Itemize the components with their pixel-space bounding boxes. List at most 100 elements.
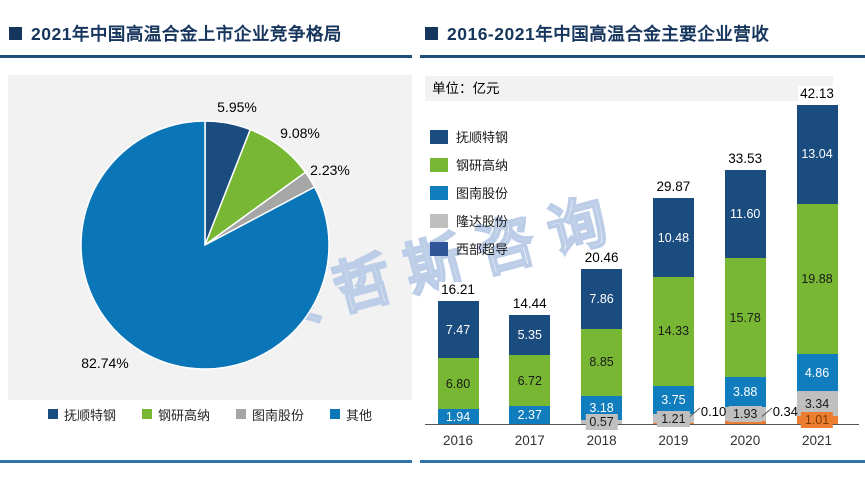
bar-value-2018-s1: 8.85 bbox=[589, 355, 614, 370]
pie-slice-label-0: 5.95% bbox=[217, 99, 257, 115]
pie-legend-item-0: 抚顺特钢 bbox=[47, 405, 116, 424]
bar-legend-item-1: 钢研高纳 bbox=[430, 155, 508, 174]
bar-value-2017-s1: 6.72 bbox=[517, 373, 542, 388]
bar-segment-2021-s1 bbox=[796, 203, 838, 355]
bar-segment-2020-s2 bbox=[724, 377, 766, 407]
bar-value-2019-s3: 1.21 bbox=[657, 410, 690, 427]
bar-legend-label: 隆达股份 bbox=[456, 214, 509, 229]
bar-legend-label: 抚顺特钢 bbox=[456, 130, 509, 145]
legend-swatch-icon bbox=[330, 409, 341, 419]
bar-value-2021-s4: 1.01 bbox=[800, 412, 834, 429]
bar-segment-2017-s0 bbox=[509, 314, 551, 356]
bar-value-2020-s2: 3.88 bbox=[733, 385, 758, 400]
bar-legend-label: 图南股份 bbox=[456, 186, 509, 201]
legend-swatch-icon bbox=[141, 409, 152, 419]
right-footer-divider bbox=[420, 460, 865, 463]
bar-chart-area: 1.94 6.80 7.47 16.21 2016 2.37 6.72 5.35 14.44 20… bbox=[420, 0, 865, 487]
bar-panel: 2016-2021年中国高温合金主要企业营收 单位：亿元 抚顺特钢钢研高纳图南股… bbox=[420, 0, 865, 487]
bar-value-2016-s0: 7.47 bbox=[445, 322, 471, 337]
pie-legend: 抚顺特钢 钢研高纳 图南股份 其他 bbox=[8, 398, 412, 430]
bar-value-2016-s2: 1.94 bbox=[445, 409, 471, 424]
bar-segment-2017-s2 bbox=[509, 406, 551, 424]
bar-legend-label: 钢研高纳 bbox=[456, 158, 509, 173]
x-label-2017: 2017 bbox=[514, 433, 545, 448]
bar-value-2020-s1: 15.78 bbox=[729, 310, 761, 325]
bar-total-2021: 42.13 bbox=[798, 86, 836, 101]
pie-title: 2021年中国高温合金上市企业竞争格局 bbox=[31, 24, 342, 44]
bar-value-2020-s0: 11.60 bbox=[730, 207, 761, 221]
bar-segment-2020-s4 bbox=[724, 421, 766, 424]
bar-segment-2019-s2 bbox=[652, 385, 694, 415]
bar-value-2021-s1: 19.88 bbox=[801, 272, 833, 286]
pie-legend-label: 图南股份 bbox=[252, 407, 305, 423]
bar-value-2020-s4: 0.34 bbox=[772, 404, 798, 419]
x-label-2016: 2016 bbox=[442, 433, 474, 448]
bar-value-2018-s2: 3.18 bbox=[589, 400, 614, 415]
bar-segment-2020-s1 bbox=[724, 257, 766, 378]
left-footer-divider bbox=[0, 460, 412, 463]
bar-value-2021-s2: 4.86 bbox=[804, 365, 830, 380]
legend-swatch-icon bbox=[430, 157, 448, 172]
bar-value-2020-s3: 1.93 bbox=[729, 406, 762, 423]
bar-legend-item-2: 图南股份 bbox=[430, 183, 508, 202]
bar-legend-item-4: 西部超导 bbox=[430, 239, 508, 258]
title-bullet-icon bbox=[9, 27, 22, 40]
pie-title-underline bbox=[0, 55, 412, 58]
bar-total-2020: 33.53 bbox=[726, 151, 765, 167]
bar-segment-2020-s0 bbox=[724, 170, 766, 258]
bar-legend-item-0: 抚顺特钢 bbox=[430, 127, 508, 146]
pie-slice-label-1: 9.08% bbox=[280, 125, 320, 141]
bar-title-underline bbox=[420, 55, 865, 58]
x-label-2018: 2018 bbox=[586, 433, 617, 448]
pie-legend-item-2: 图南股份 bbox=[236, 405, 304, 424]
pie-slice-3 bbox=[80, 120, 330, 370]
pie-legend-item-1: 钢研高纳 bbox=[141, 405, 210, 424]
pie-panel: 2021年中国高温合金上市企业竞争格局 5.95% 9.08% 2.23% 82.74… bbox=[0, 0, 412, 487]
bar-legend-item-3: 隆达股份 bbox=[430, 211, 508, 230]
pie-legend-label: 抚顺特钢 bbox=[63, 407, 116, 423]
pie-chart-area: 5.95% 9.08% 2.23% 82.74% bbox=[8, 75, 412, 400]
bar-segment-2018-s1 bbox=[581, 328, 623, 396]
bar-panel-header: 2016-2021年中国高温合金主要企业营收 bbox=[425, 21, 769, 46]
pie-slice-label-2: 2.23% bbox=[310, 162, 350, 178]
pie-legend-item-3: 其他 bbox=[330, 405, 372, 424]
bar-segment-2021-s2 bbox=[796, 354, 838, 392]
bar-value-2019-s4: 0.10 bbox=[700, 404, 727, 419]
bar-segment-2019-s0 bbox=[652, 197, 694, 278]
unit-label: 单位：亿元 bbox=[425, 76, 833, 101]
bar-segment-2018-s0 bbox=[581, 269, 623, 329]
x-axis-line bbox=[425, 424, 859, 425]
bar-total-2019: 29.87 bbox=[654, 178, 693, 194]
bar-value-2019-s2: 3.75 bbox=[661, 392, 686, 407]
title-bullet-icon bbox=[425, 27, 438, 40]
legend-swatch-icon bbox=[430, 129, 448, 144]
bar-value-2018-s3: 0.57 bbox=[585, 413, 618, 430]
pie-legend-label: 其他 bbox=[346, 407, 373, 423]
bar-value-2017-s2: 2.37 bbox=[517, 408, 542, 422]
bar-value-2019-s1: 14.33 bbox=[657, 324, 690, 339]
x-label-2021: 2021 bbox=[801, 433, 833, 448]
x-label-2019: 2019 bbox=[658, 433, 689, 448]
bar-segment-2017-s1 bbox=[509, 355, 551, 407]
bar-value-2021-s3: 3.34 bbox=[800, 395, 834, 412]
pie-legend-label: 钢研高纳 bbox=[157, 407, 210, 423]
bar-segment-2016-s0 bbox=[437, 301, 479, 358]
legend-swatch-icon bbox=[47, 409, 58, 419]
legend-swatch-icon bbox=[430, 213, 448, 228]
bar-total-2016: 16.21 bbox=[439, 282, 477, 298]
bar-segment-2016-s1 bbox=[437, 357, 479, 410]
bar-value-2021-s0: 13.04 bbox=[801, 147, 833, 162]
bar-value-2019-s0: 10.48 bbox=[657, 230, 690, 245]
legend-swatch-icon bbox=[430, 241, 448, 256]
bar-value-2017-s0: 5.35 bbox=[517, 327, 542, 342]
pie-panel-header: 2021年中国高温合金上市企业竞争格局 bbox=[9, 21, 342, 46]
bar-segment-2021-s0 bbox=[796, 105, 838, 204]
bar-total-2018: 20.46 bbox=[582, 250, 621, 266]
pie-chart bbox=[80, 120, 330, 370]
bar-title: 2016-2021年中国高温合金主要企业营收 bbox=[447, 24, 770, 44]
bar-value-2018-s0: 7.86 bbox=[589, 291, 614, 306]
x-label-2020: 2020 bbox=[730, 433, 761, 448]
bar-segment-2016-s2 bbox=[437, 409, 479, 424]
legend-swatch-icon bbox=[236, 409, 246, 419]
